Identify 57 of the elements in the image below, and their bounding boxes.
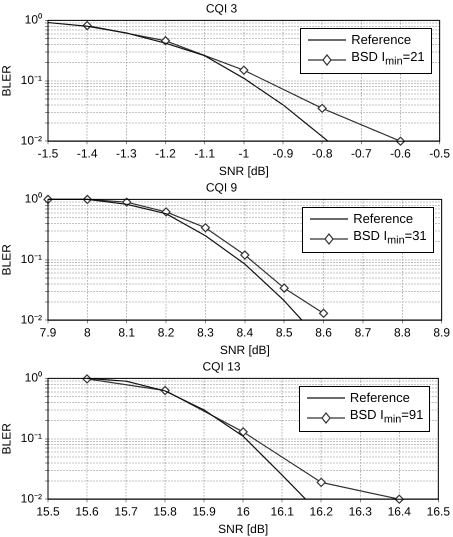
- y-tick-label: 10⁻²: [20, 312, 42, 327]
- y-axis-title: BLER: [0, 422, 14, 454]
- x-tick-label: -0.6: [390, 146, 412, 161]
- x-tick-label: 15.5: [36, 504, 60, 519]
- x-tick-label: -1.1: [194, 146, 216, 161]
- x-tick-label: 15.9: [192, 504, 216, 519]
- x-tick-label: 8.5: [276, 326, 293, 340]
- x-axis-title: SNR [dB]: [218, 164, 269, 178]
- legend-label: BSD I$_{min}$=21: [351, 48, 425, 70]
- x-tick-label: -0.9: [272, 146, 294, 161]
- y-tick-label: 10⁻¹: [20, 73, 42, 88]
- x-tick-label: -1.3: [116, 146, 137, 161]
- y-tick-label: 10⁻¹: [20, 431, 42, 446]
- x-tick-label: 8.7: [354, 326, 372, 340]
- legend-label: Reference: [353, 210, 414, 228]
- x-tick-label: 8.2: [158, 326, 175, 340]
- x-tick-label: 15.6: [75, 504, 100, 519]
- x-tick-label: 16.2: [310, 504, 334, 519]
- x-tick-label: 7.9: [40, 326, 57, 340]
- x-tick-label: 16.3: [348, 504, 372, 519]
- legend-label: Reference: [351, 31, 412, 48]
- y-tick-label: 10⁰: [24, 12, 42, 27]
- x-tick-label: 16.4: [388, 504, 412, 519]
- x-tick-label: -1.2: [155, 146, 176, 161]
- y-tick-label: 10⁻¹: [20, 252, 42, 266]
- y-axis-title: BLER: [0, 64, 14, 96]
- y-tick-label: 10⁻²: [20, 492, 42, 506]
- legend-label: Reference: [350, 389, 410, 406]
- x-tick-label: 16.1: [270, 504, 294, 519]
- x-tick-label: -0.7: [350, 146, 372, 161]
- chart-title: CQI 13: [202, 360, 241, 374]
- x-tick-label: -1: [238, 146, 250, 161]
- x-tick-label: 8.8: [394, 326, 411, 340]
- x-tick-label: 8.1: [118, 326, 136, 340]
- legend-label: BSD I$_{min}$=31: [353, 227, 427, 249]
- y-tick-label: 10⁰: [24, 370, 42, 385]
- y-tick-label: 10⁰: [24, 192, 42, 206]
- x-tick-label: 8: [84, 326, 92, 340]
- x-tick-label: -1.5: [38, 146, 59, 161]
- chart-title: CQI 3: [206, 2, 238, 16]
- x-tick-label: 15.7: [114, 504, 138, 519]
- x-axis-title: SNR [dB]: [218, 522, 268, 536]
- x-tick-label: -0.8: [312, 146, 333, 161]
- x-tick-label: 8.4: [236, 326, 254, 340]
- x-tick-label: 8.6: [315, 326, 332, 340]
- chart-title: CQI 9: [206, 180, 238, 195]
- legend-label: BSD I$_{min}$=91: [350, 406, 424, 428]
- x-tick-label: -1.4: [76, 146, 98, 161]
- x-tick-label: 8.9: [433, 326, 450, 340]
- x-tick-label: 16: [236, 504, 250, 519]
- x-tick-label: 8.3: [197, 326, 214, 340]
- y-axis-title: BLER: [0, 244, 14, 276]
- x-tick-label: 15.8: [153, 504, 178, 519]
- x-axis-title: SNR [dB]: [220, 343, 270, 358]
- x-tick-label: -0.5: [429, 146, 450, 161]
- x-tick-label: 16.5: [426, 504, 450, 519]
- y-tick-label: 10⁻²: [20, 134, 42, 148]
